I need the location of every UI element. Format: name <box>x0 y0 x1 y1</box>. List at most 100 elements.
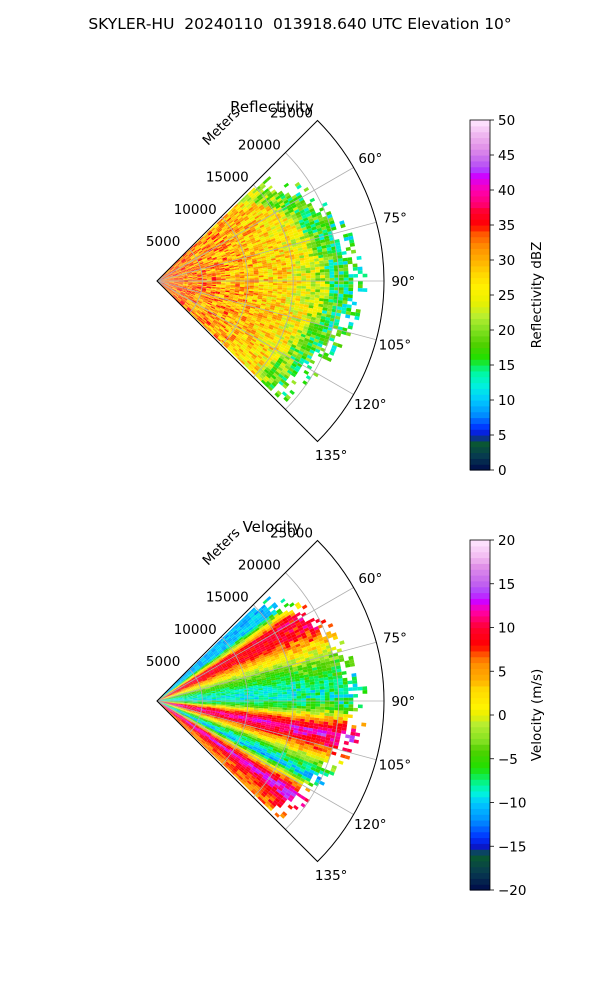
echo-cell <box>216 315 221 319</box>
echo-cell <box>312 308 318 313</box>
echo-cell <box>275 352 281 358</box>
echo-cell <box>253 344 259 349</box>
echo-cell <box>176 289 182 293</box>
echo-cell <box>292 328 298 332</box>
echo-cell <box>320 286 325 290</box>
echo-cell <box>163 285 167 289</box>
echo-cell <box>329 220 335 225</box>
echo-cell <box>163 693 167 697</box>
echo-cell <box>230 318 236 323</box>
echo-cell <box>164 282 169 284</box>
echo-cell <box>176 269 181 272</box>
echo-cell <box>199 236 204 241</box>
echo-cell <box>273 613 280 619</box>
echo-cell <box>216 640 222 645</box>
echo-cell <box>262 243 268 247</box>
echo-cell <box>194 313 199 317</box>
echo-cell <box>220 273 226 276</box>
echo-cell <box>181 259 186 263</box>
echo-cell <box>266 239 272 244</box>
echo-cell <box>210 330 216 335</box>
echo-cell <box>261 357 267 363</box>
echo-cell <box>164 279 170 281</box>
echo-cell <box>194 664 199 669</box>
echo-cell <box>267 378 274 384</box>
echo-cell <box>233 310 239 314</box>
echo-cell <box>159 282 164 284</box>
echo-cell <box>267 219 273 224</box>
echo-cell <box>182 261 187 265</box>
echo-cell <box>314 335 321 341</box>
echo-cell <box>218 311 224 315</box>
echo-cell <box>228 337 234 343</box>
echo-cell <box>223 337 228 342</box>
echo-cell <box>255 200 261 206</box>
echo-cell <box>206 286 212 288</box>
echo-cell <box>220 286 226 289</box>
echo-cell <box>206 246 212 250</box>
echo-cell <box>169 278 174 280</box>
echo-cell <box>280 300 286 304</box>
echo-cell <box>317 248 323 253</box>
echo-cell <box>169 281 174 282</box>
echo-cell <box>178 284 183 286</box>
echo-cell <box>311 314 317 318</box>
echo-cell <box>260 237 266 242</box>
echo-cell <box>317 309 323 314</box>
echo-cell <box>231 643 237 648</box>
echo-cell <box>159 280 165 281</box>
echo-cell <box>164 282 169 284</box>
echo-cell <box>227 339 233 344</box>
echo-cell <box>233 295 239 299</box>
echo-cell <box>258 609 264 615</box>
echo-cell <box>319 220 325 225</box>
echo-cell <box>264 235 270 240</box>
echo-cell <box>299 199 306 205</box>
echo-cell <box>216 277 222 279</box>
echo-cell <box>226 630 232 635</box>
echo-cell <box>216 323 222 327</box>
echo-cell <box>258 275 264 278</box>
echo-cell <box>169 280 174 281</box>
echo-cell <box>229 290 235 292</box>
echo-cell <box>219 293 225 296</box>
echo-cell <box>245 254 251 258</box>
echo-cell <box>195 245 200 250</box>
echo-cell <box>196 290 202 292</box>
echo-cell <box>239 250 245 254</box>
echo-cell <box>196 289 202 292</box>
echo-cell <box>271 198 277 203</box>
echo-cell <box>270 204 276 210</box>
echo-cell <box>266 198 272 204</box>
echo-cell <box>271 374 277 380</box>
echo-cell <box>305 690 311 694</box>
echo-cell <box>282 287 287 291</box>
echo-cell <box>250 630 256 635</box>
echo-cell <box>209 308 215 312</box>
echo-cell <box>232 314 238 319</box>
azimuth-tick-label: 120° <box>354 397 387 413</box>
echo-cell <box>177 261 182 265</box>
azimuth-spoke <box>156 280 377 341</box>
echo-cell <box>219 231 225 235</box>
echo-cell <box>283 337 289 342</box>
echo-cell <box>299 322 305 326</box>
echo-cell <box>188 297 193 301</box>
echo-cell <box>221 323 227 328</box>
echo-cell <box>266 618 272 624</box>
echo-cell <box>239 271 245 274</box>
echo-cell <box>168 285 173 287</box>
echo-cell <box>280 362 286 367</box>
echo-cell <box>191 668 196 673</box>
azimuth-tick-label: 135° <box>315 448 348 464</box>
echo-cell <box>221 339 226 344</box>
echo-cell <box>197 259 203 262</box>
echo-cell <box>242 206 248 211</box>
echo-cell <box>299 336 305 341</box>
echo-cell <box>231 635 237 640</box>
echo-cell <box>186 289 192 292</box>
echo-cell <box>259 626 265 631</box>
echo-cell <box>167 273 173 276</box>
echo-cell <box>192 308 197 313</box>
